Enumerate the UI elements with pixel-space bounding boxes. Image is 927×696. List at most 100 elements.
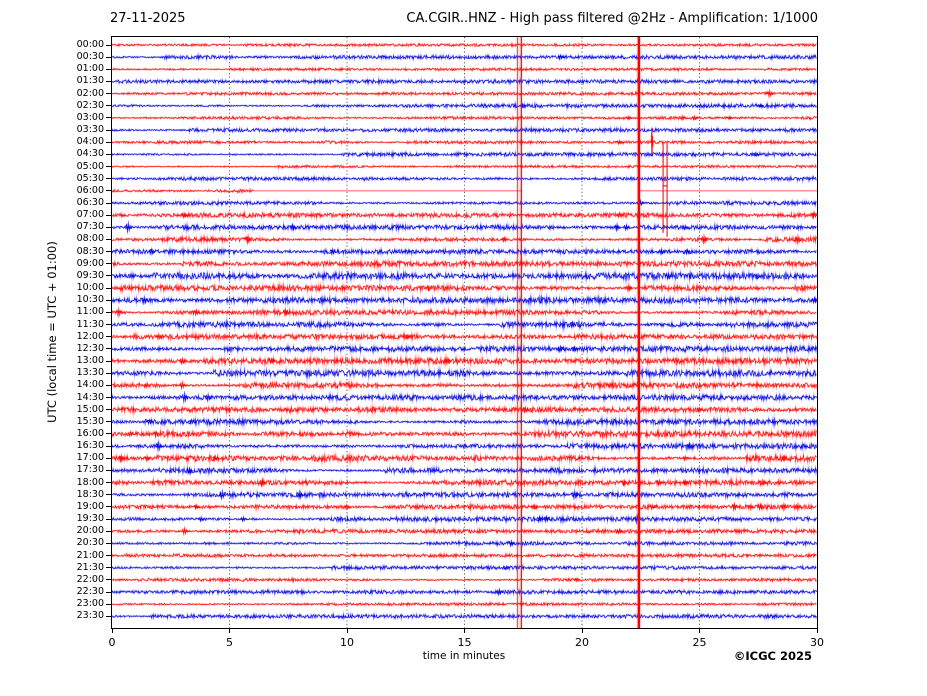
- y-tick-label: 02:30: [76, 99, 104, 111]
- y-tick-label: 01:30: [76, 75, 104, 87]
- y-tick-label: 21:00: [76, 549, 104, 561]
- y-tick-label: 07:00: [76, 209, 104, 221]
- y-tick-label: 08:00: [76, 233, 104, 245]
- y-tick-mark: [106, 166, 111, 168]
- y-tick-mark: [106, 129, 111, 131]
- y-tick-label: 14:30: [76, 391, 104, 403]
- helicorder-plot: [112, 37, 817, 628]
- y-tick-label: 19:30: [76, 513, 104, 525]
- y-tick-label: 06:00: [76, 184, 104, 196]
- y-tick-label: 20:30: [76, 537, 104, 549]
- y-tick-mark: [106, 482, 111, 484]
- y-tick-mark: [106, 579, 111, 581]
- y-tick-mark: [106, 80, 111, 82]
- y-tick-mark: [106, 494, 111, 496]
- y-tick-label: 12:30: [76, 342, 104, 354]
- y-tick-mark: [106, 591, 111, 593]
- y-tick-label: 05:00: [76, 160, 104, 172]
- y-tick-mark: [106, 251, 111, 253]
- y-tick-label: 03:30: [76, 124, 104, 136]
- y-tick-mark: [106, 153, 111, 155]
- y-tick-label: 19:00: [76, 500, 104, 512]
- y-tick-label: 21:30: [76, 561, 104, 573]
- y-tick-mark: [106, 518, 111, 520]
- y-tick-mark: [106, 56, 111, 58]
- y-tick-label: 18:00: [76, 476, 104, 488]
- x-tick-mark: [581, 628, 583, 633]
- y-tick-label: 02:00: [76, 87, 104, 99]
- y-tick-mark: [106, 141, 111, 143]
- y-tick-label: 05:30: [76, 172, 104, 184]
- y-tick-mark: [106, 433, 111, 435]
- y-tick-label: 04:00: [76, 136, 104, 148]
- y-tick-label: 22:00: [76, 573, 104, 585]
- y-tick-mark: [106, 238, 111, 240]
- y-tick-mark: [106, 360, 111, 362]
- y-tick-mark: [106, 226, 111, 228]
- y-tick-label: 15:30: [76, 415, 104, 427]
- plot-frame: [111, 36, 818, 629]
- y-tick-mark: [106, 445, 111, 447]
- x-tick-label: 25: [692, 636, 707, 649]
- y-tick-mark: [106, 615, 111, 617]
- y-tick-label: 04:30: [76, 148, 104, 160]
- y-tick-label: 08:30: [76, 245, 104, 257]
- x-tick-mark: [229, 628, 230, 633]
- y-tick-label: 00:00: [76, 39, 104, 50]
- y-tick-mark: [106, 263, 111, 265]
- y-tick-mark: [106, 421, 111, 423]
- y-tick-label: 18:30: [76, 488, 104, 500]
- y-tick-mark: [106, 105, 111, 107]
- x-tick-mark: [346, 628, 348, 633]
- y-tick-mark: [106, 336, 111, 338]
- y-tick-label: 14:00: [76, 379, 104, 391]
- x-tick-mark: [111, 628, 113, 633]
- y-tick-label: 23:30: [76, 610, 104, 622]
- y-tick-label: 10:00: [76, 282, 104, 294]
- y-tick-label: 16:30: [76, 440, 104, 452]
- y-tick-label: 00:30: [76, 51, 104, 63]
- y-tick-label: 11:00: [76, 306, 104, 318]
- y-tick-label: 01:00: [76, 63, 104, 75]
- x-tick-mark: [699, 628, 700, 633]
- x-tick-label: 15: [457, 636, 472, 649]
- y-tick-label: 13:30: [76, 367, 104, 379]
- x-axis-label: time in minutes: [422, 650, 506, 662]
- y-tick-label: 09:00: [76, 257, 104, 269]
- y-tick-mark: [106, 506, 111, 508]
- y-tick-label: 11:30: [76, 318, 104, 330]
- x-tick-label: 20: [575, 636, 589, 649]
- y-tick-mark: [106, 299, 111, 301]
- y-tick-mark: [106, 397, 111, 398]
- y-tick-mark: [106, 530, 111, 532]
- y-tick-label: 20:00: [76, 525, 104, 537]
- y-tick-label: 12:00: [76, 330, 104, 342]
- y-tick-mark: [106, 409, 111, 411]
- y-tick-mark: [106, 44, 111, 46]
- y-tick-label: 07:30: [76, 221, 104, 233]
- y-tick-mark: [106, 202, 111, 204]
- credit-label: ©ICGC 2025: [733, 649, 812, 663]
- y-tick-label: 13:00: [76, 355, 104, 367]
- y-tick-mark: [106, 275, 111, 277]
- y-tick-mark: [106, 348, 111, 350]
- y-tick-mark: [106, 542, 111, 544]
- y-tick-label: 09:30: [76, 269, 104, 281]
- y-tick-mark: [106, 287, 111, 289]
- y-tick-label: 15:00: [76, 403, 104, 415]
- y-tick-mark: [106, 567, 111, 569]
- y-tick-mark: [106, 372, 111, 374]
- y-tick-label: 06:30: [76, 197, 104, 209]
- y-tick-mark: [106, 324, 111, 326]
- y-tick-mark: [106, 555, 111, 557]
- y-tick-mark: [106, 457, 111, 459]
- station-title: CA.CGIR..HNZ - High pass filtered @2Hz -…: [406, 11, 818, 26]
- y-tick-label: 16:00: [76, 427, 104, 439]
- y-tick-mark: [106, 190, 111, 192]
- y-tick-label: 17:30: [76, 464, 104, 476]
- y-tick-label: 22:30: [76, 586, 104, 597]
- x-tick-label: 5: [226, 636, 233, 649]
- y-tick-label: 10:30: [76, 294, 104, 306]
- date-title: 27-11-2025: [110, 11, 186, 26]
